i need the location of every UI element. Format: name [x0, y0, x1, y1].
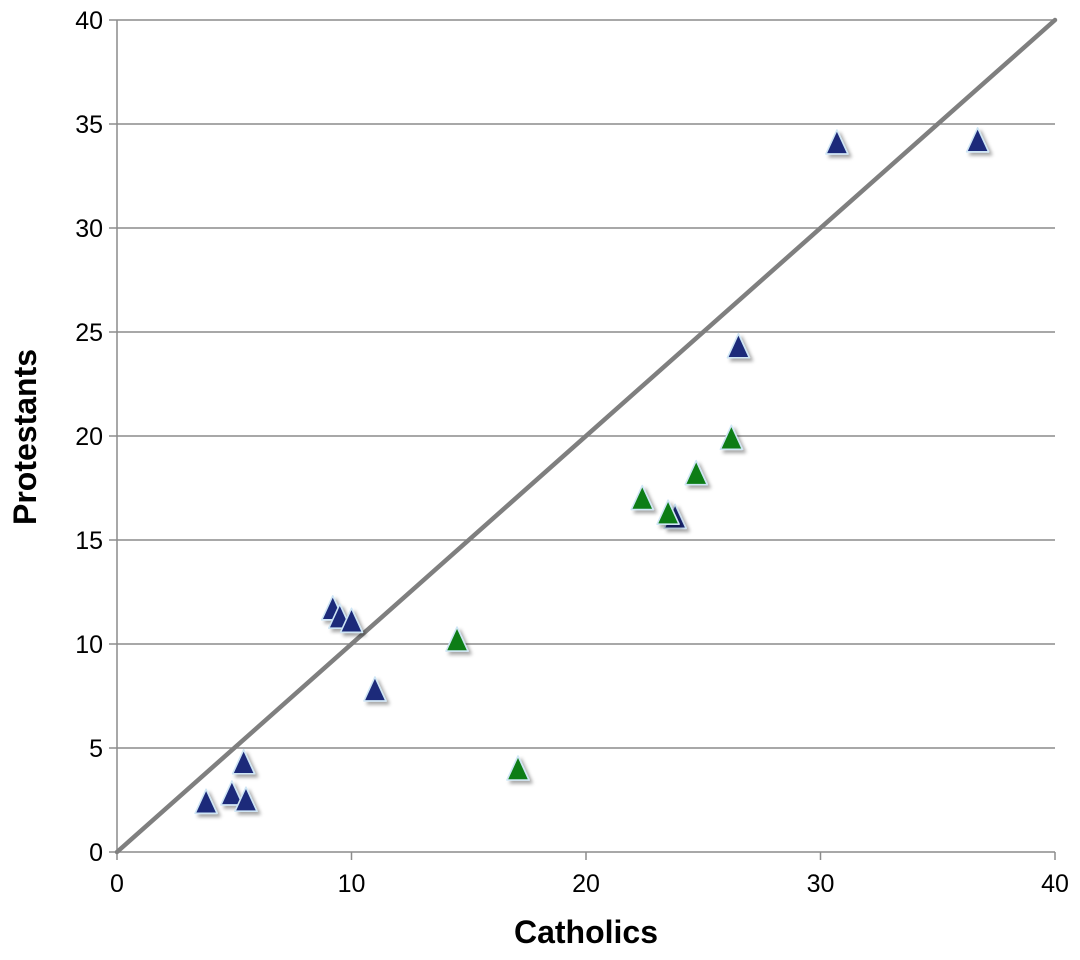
x-axis-title: Catholics [514, 914, 658, 950]
y-tick-label: 5 [89, 735, 103, 763]
x-tick-label: 0 [110, 870, 124, 898]
reference-line-group [114, 17, 1058, 855]
data-point-triangle [825, 129, 849, 155]
data-point-triangle [726, 332, 751, 359]
x-tick-label: 40 [1041, 870, 1069, 898]
identity-reference-line [114, 17, 1058, 855]
data-point-triangle [363, 676, 387, 702]
x-tick-label: 10 [338, 870, 366, 898]
gridlines [117, 19, 1055, 749]
y-tick-label: 15 [75, 527, 103, 555]
x-tick-label: 20 [572, 870, 600, 898]
data-point-triangle [220, 780, 244, 806]
data-point-triangle [656, 499, 680, 525]
data-point-triangle [231, 748, 256, 775]
data-point-triangle [234, 786, 258, 813]
data-point-triangle [194, 788, 218, 815]
data-point-triangle [506, 755, 530, 781]
y-axis-title: Protestants [7, 349, 43, 525]
y-tick-label: 35 [75, 111, 103, 139]
series-0 [194, 127, 990, 815]
y-tick-label: 40 [75, 7, 103, 35]
data-point-triangle [965, 127, 990, 153]
data-point-triangle [684, 459, 709, 486]
tick-labels: 0 5 10 15 20 25 30 35 40 0 10 20 30 40 [75, 7, 1069, 898]
y-tick-label: 30 [75, 215, 103, 243]
y-tick-label: 20 [75, 423, 103, 451]
series-1 [445, 424, 744, 781]
x-tick-label: 30 [807, 870, 835, 898]
data-point-triangle [445, 626, 469, 652]
data-point-triangle [339, 607, 364, 634]
data-points [194, 127, 990, 815]
data-point-triangle [719, 424, 744, 451]
y-tick-label: 0 [89, 839, 103, 867]
y-tick-label: 10 [75, 631, 103, 659]
data-point-triangle [630, 484, 655, 511]
y-tick-label: 25 [75, 319, 103, 347]
axes [109, 19, 1056, 860]
